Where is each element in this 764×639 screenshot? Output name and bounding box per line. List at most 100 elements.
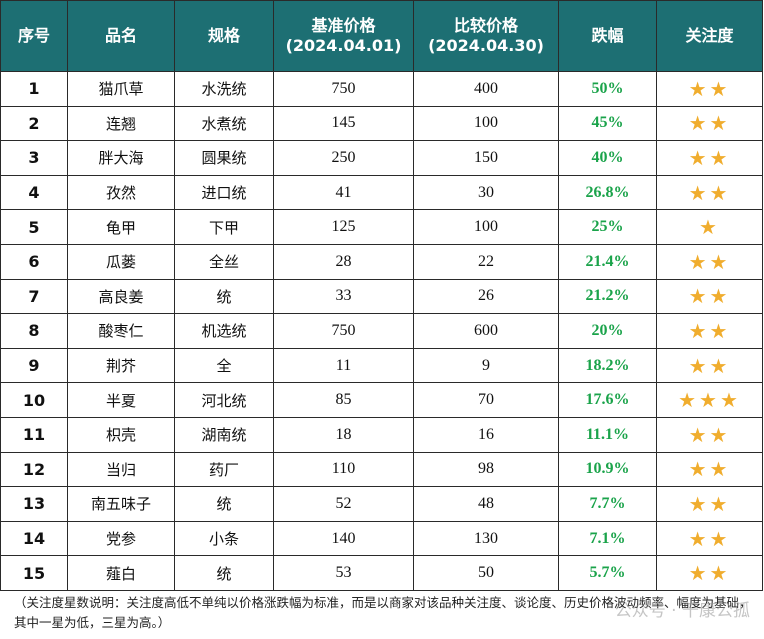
cell-compare-price: 26 <box>413 278 559 315</box>
cell-name: 枳壳 <box>67 416 175 453</box>
price-table: 序号 品名 规格 基准价格 (2024.04.01) 比较价格 (2024.04… <box>0 0 763 591</box>
header-index: 序号 <box>0 0 68 72</box>
table-row: 6 瓜蒌 全丝 28 22 21.4% ★★ <box>0 243 763 280</box>
cell-spec: 河北统 <box>174 382 274 418</box>
cell-base-price: 53 <box>273 555 414 591</box>
table-row: 7 高良姜统 33 26 21.2% ★★ <box>0 278 763 315</box>
cell-name: 高良姜 <box>67 278 175 315</box>
cell-name: 龟甲 <box>67 209 175 245</box>
table-row: 13 南五味子统 52 48 7.7% ★★ <box>0 486 763 522</box>
cell-attention-stars: ★★ <box>656 486 763 522</box>
table-row: 2 连翘 水煮统 145 100 45% ★★ <box>0 105 763 142</box>
cell-spec: 湖南统 <box>174 416 274 453</box>
header-compare-price: 比较价格 (2024.04.30) <box>413 0 559 72</box>
cell-change: 25% <box>558 209 657 245</box>
cell-base-price: 11 <box>273 347 414 384</box>
cell-compare-price: 600 <box>413 313 559 349</box>
cell-compare-price: 9 <box>413 347 559 384</box>
cell-attention-stars: ★★ <box>656 243 763 280</box>
table-row: 10 半夏 河北统 85 70 17.6% ★★★ <box>0 382 763 418</box>
cell-attention-stars: ★★ <box>656 555 763 591</box>
cell-compare-price: 22 <box>413 243 559 280</box>
cell-spec: 圆果统 <box>174 140 274 176</box>
cell-name: 薤白 <box>67 555 175 591</box>
header-base-price-line2: (2024.04.01) <box>285 36 402 55</box>
cell-change: 45% <box>558 105 657 142</box>
cell-compare-price: 30 <box>413 174 559 211</box>
cell-index: 1 <box>0 71 68 107</box>
table-row: 9 荆芥全 11 9 18.2% ★★ <box>0 347 763 384</box>
cell-change: 7.7% <box>558 486 657 522</box>
cell-base-price: 41 <box>273 174 414 211</box>
table-row: 8 酸枣仁 机选统 750 600 20% ★★ <box>0 313 763 349</box>
cell-attention-stars: ★★ <box>656 520 763 557</box>
cell-spec: 统 <box>174 278 274 315</box>
cell-name: 酸枣仁 <box>67 313 175 349</box>
cell-index: 10 <box>0 382 68 418</box>
cell-base-price: 250 <box>273 140 414 176</box>
cell-spec: 全丝 <box>174 243 274 280</box>
cell-change: 20% <box>558 313 657 349</box>
cell-base-price: 33 <box>273 278 414 315</box>
cell-base-price: 52 <box>273 486 414 522</box>
table-header-row: 序号 品名 规格 基准价格 (2024.04.01) 比较价格 (2024.04… <box>0 0 763 72</box>
cell-compare-price: 130 <box>413 520 559 557</box>
cell-index: 9 <box>0 347 68 384</box>
cell-compare-price: 100 <box>413 209 559 245</box>
cell-base-price: 750 <box>273 71 414 107</box>
cell-name: 猫爪草 <box>67 71 175 107</box>
watermark: 公众号 · 千康公孤 <box>614 601 750 621</box>
table-row: 5 龟甲 下甲 125 100 25% ★ <box>0 209 763 245</box>
header-attention: 关注度 <box>656 0 763 72</box>
cell-spec: 统 <box>174 486 274 522</box>
cell-compare-price: 50 <box>413 555 559 591</box>
cell-base-price: 18 <box>273 416 414 453</box>
cell-base-price: 110 <box>273 451 414 488</box>
cell-change: 18.2% <box>558 347 657 384</box>
header-base-price: 基准价格 (2024.04.01) <box>273 0 414 72</box>
cell-compare-price: 16 <box>413 416 559 453</box>
cell-index: 2 <box>0 105 68 142</box>
cell-index: 14 <box>0 520 68 557</box>
cell-index: 5 <box>0 209 68 245</box>
cell-name: 孜然 <box>67 174 175 211</box>
cell-base-price: 28 <box>273 243 414 280</box>
cell-index: 15 <box>0 555 68 591</box>
cell-attention-stars: ★ <box>656 209 763 245</box>
cell-change: 40% <box>558 140 657 176</box>
cell-index: 12 <box>0 451 68 488</box>
cell-base-price: 145 <box>273 105 414 142</box>
cell-base-price: 85 <box>273 382 414 418</box>
cell-name: 南五味子 <box>67 486 175 522</box>
cell-change: 21.2% <box>558 278 657 315</box>
cell-spec: 全 <box>174 347 274 384</box>
cell-spec: 机选统 <box>174 313 274 349</box>
cell-compare-price: 70 <box>413 382 559 418</box>
cell-name: 半夏 <box>67 382 175 418</box>
cell-base-price: 125 <box>273 209 414 245</box>
cell-attention-stars: ★★ <box>656 416 763 453</box>
cell-index: 13 <box>0 486 68 522</box>
cell-spec: 进口统 <box>174 174 274 211</box>
cell-index: 7 <box>0 278 68 315</box>
cell-name: 连翘 <box>67 105 175 142</box>
cell-change: 11.1% <box>558 416 657 453</box>
cell-spec: 小条 <box>174 520 274 557</box>
cell-attention-stars: ★★ <box>656 278 763 315</box>
header-compare-price-line1: 比较价格 <box>453 16 518 35</box>
cell-name: 荆芥 <box>67 347 175 384</box>
cell-change: 10.9% <box>558 451 657 488</box>
cell-attention-stars: ★★ <box>656 140 763 176</box>
table-row: 12 当归 药厂 110 98 10.9% ★★ <box>0 451 763 488</box>
cell-change: 26.8% <box>558 174 657 211</box>
cell-change: 7.1% <box>558 520 657 557</box>
cell-attention-stars: ★★ <box>656 71 763 107</box>
table-row: 3 胖大海 圆果统 250 150 40% ★★ <box>0 140 763 176</box>
cell-compare-price: 100 <box>413 105 559 142</box>
cell-spec: 水煮统 <box>174 105 274 142</box>
cell-base-price: 140 <box>273 520 414 557</box>
cell-attention-stars: ★★ <box>656 105 763 142</box>
cell-index: 11 <box>0 416 68 453</box>
cell-attention-stars: ★★★ <box>656 382 763 418</box>
cell-compare-price: 150 <box>413 140 559 176</box>
